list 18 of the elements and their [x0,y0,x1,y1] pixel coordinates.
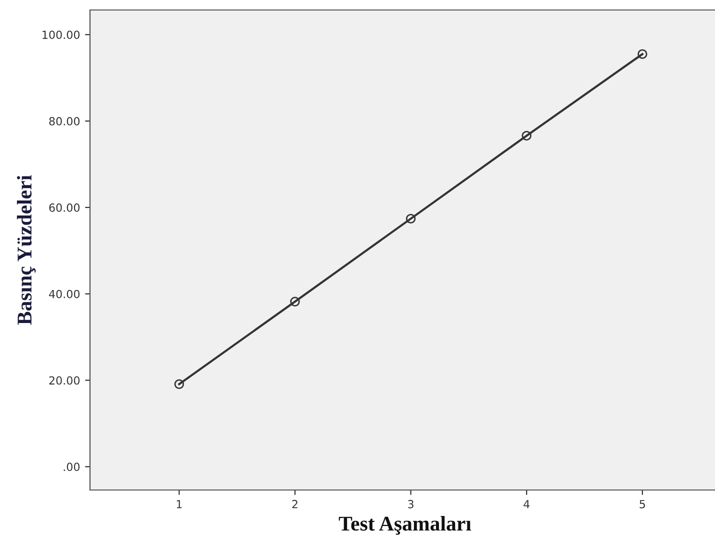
y-tick-label: 20.00 [49,376,80,385]
point [522,130,532,141]
x-tick-label: 5 [640,500,645,508]
x-tick-label: 2 [292,500,298,508]
point [290,296,300,306]
x-axis-title: Test Aşamaları [338,516,472,535]
point [406,214,416,224]
point [638,49,648,59]
y-tick-label: .00 [64,462,80,472]
y-axis-title: Basınç Yüzdeleri [16,175,36,325]
y-tick-label: 100.00 [42,30,80,40]
x-tick-label: 1 [176,500,182,508]
y-tick-label: 80.00 [49,117,80,126]
x-tick-label: 4 [524,500,530,508]
point [174,379,184,390]
x-tick-label: 3 [408,500,414,508]
y-tick-label: 40.00 [49,290,80,298]
y-tick-label: 60.00 [49,203,80,212]
